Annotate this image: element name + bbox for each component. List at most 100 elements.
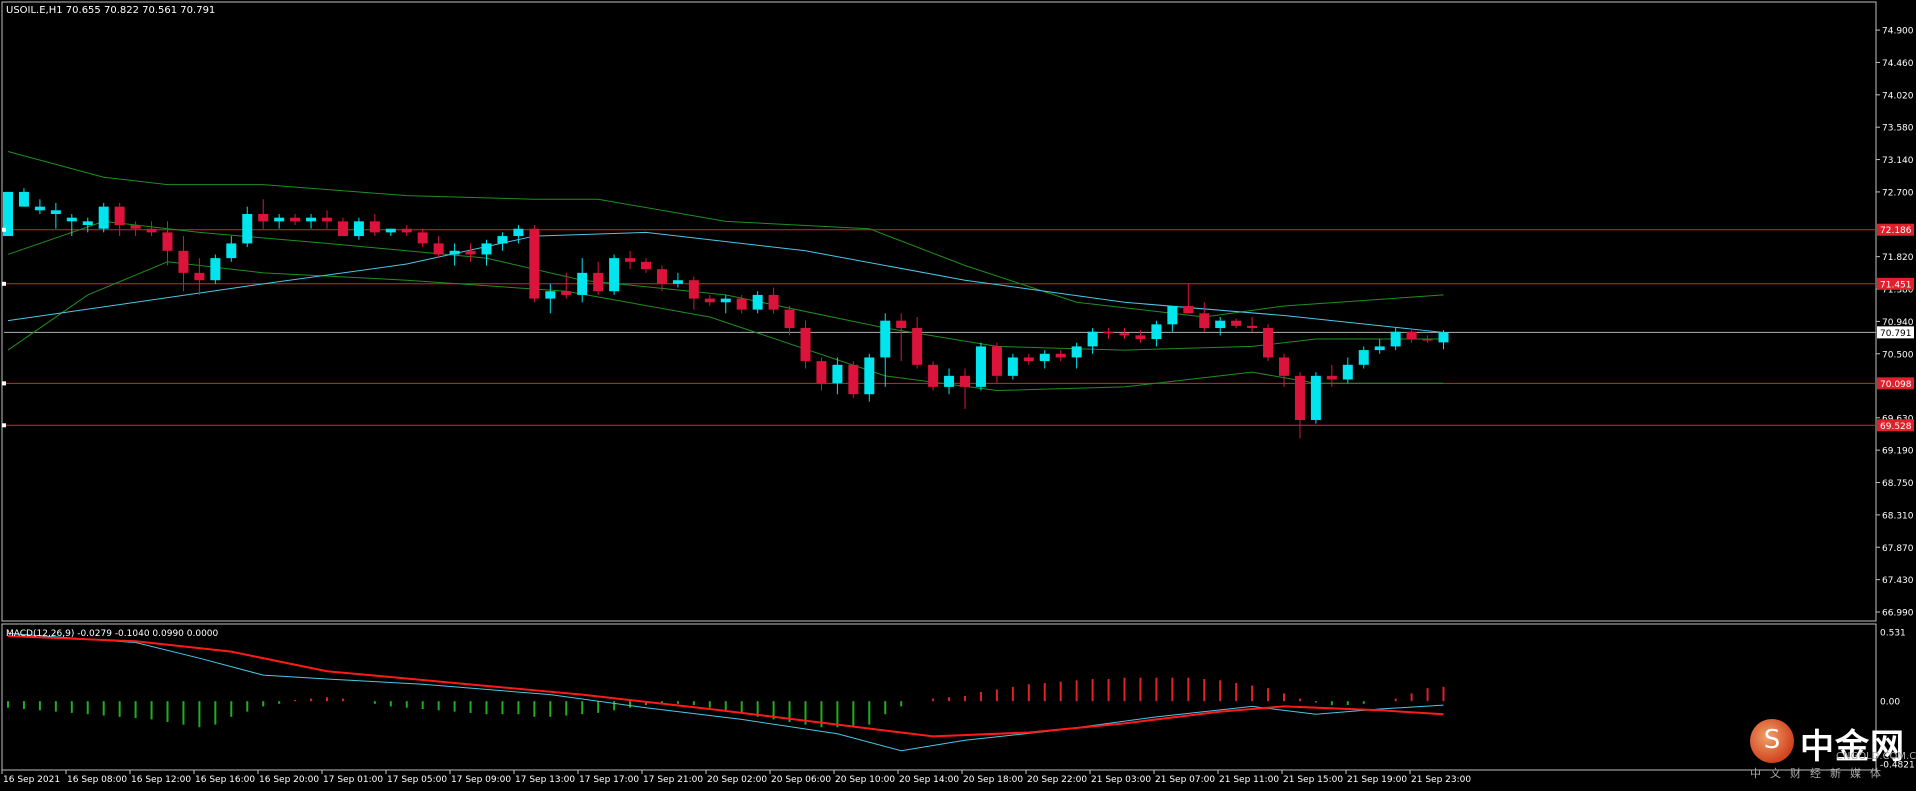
candle-body <box>98 206 109 229</box>
candle-body <box>880 320 891 358</box>
candle-body <box>529 228 540 299</box>
time-tick-label: 20 Sep 14:00 <box>899 775 959 785</box>
candle-body <box>18 191 29 207</box>
candle-body <box>274 217 285 222</box>
candle-body <box>1039 353 1050 362</box>
time-tick-label: 16 Sep 12:00 <box>131 775 191 785</box>
horizontal-levels <box>4 229 1876 426</box>
time-tick-label: 21 Sep 23:00 <box>1411 775 1471 785</box>
time-tick-label: 21 Sep 15:00 <box>1283 775 1343 785</box>
candle-body <box>1215 320 1226 329</box>
price-tick-label: 73.580 <box>1882 124 1914 134</box>
time-tick-label: 16 Sep 08:00 <box>67 775 127 785</box>
candle-body <box>82 221 93 226</box>
candle-body <box>1055 353 1066 358</box>
candle-body <box>1422 339 1433 341</box>
bollinger-upper-line <box>7 150 1444 318</box>
candle-body <box>975 346 986 387</box>
time-tick-label: 21 Sep 19:00 <box>1347 775 1407 785</box>
price-level-tag <box>1877 223 1914 236</box>
candle-body <box>720 298 731 303</box>
candle-body <box>991 346 1002 376</box>
candle-body <box>1342 364 1353 380</box>
candle-body <box>465 250 476 255</box>
level-marker-dot <box>2 281 6 286</box>
candle-body <box>226 243 237 259</box>
price-level-tag <box>1877 377 1914 390</box>
candle-body <box>561 291 572 295</box>
candle-body <box>401 228 412 233</box>
candle-body <box>178 250 189 273</box>
time-tick-label: 16 Sep 16:00 <box>195 775 255 785</box>
price-level-tag <box>1877 277 1914 290</box>
candle-body <box>545 291 556 299</box>
price-level-label: 71.451 <box>1880 280 1912 290</box>
candle-body <box>864 357 875 395</box>
candle-body <box>1023 357 1034 362</box>
candle-body <box>641 261 651 270</box>
price-tick-label: 71.820 <box>1882 253 1914 263</box>
candle-body <box>1151 324 1162 340</box>
candle-body <box>625 258 636 262</box>
price-tick-label: 74.460 <box>1882 59 1914 69</box>
time-tick-label: 20 Sep 10:00 <box>835 775 895 785</box>
candle-body <box>688 280 699 299</box>
time-tick-label: 16 Sep 2021 <box>3 775 60 785</box>
price-level-label: 69.528 <box>1880 422 1912 432</box>
candle-body <box>433 243 444 255</box>
candle-body <box>513 228 524 237</box>
candle-body <box>656 269 667 284</box>
time-tick-label: 21 Sep 11:00 <box>1219 775 1279 785</box>
candle-body <box>66 217 77 222</box>
candle-body <box>449 250 460 255</box>
time-tick-label: 21 Sep 03:00 <box>1091 775 1151 785</box>
candle-body <box>1358 350 1369 365</box>
time-tick-label: 16 Sep 20:00 <box>259 775 319 785</box>
time-tick-label: 21 Sep 07:00 <box>1155 775 1215 785</box>
candle-body <box>114 206 125 226</box>
candle-body <box>1263 328 1274 358</box>
candle-body <box>1087 331 1098 347</box>
candle-body <box>593 272 604 292</box>
candle-body <box>1390 331 1401 347</box>
candle-body <box>369 221 380 233</box>
price-tick-label: 70.500 <box>1882 350 1914 360</box>
price-axis: 74.900 74.460 74.020 73.580 73.140 72.700 71.8… <box>2 27 1914 619</box>
time-axis: 16 Sep 2021 16 Sep 08:00 16 Sep 12:00 16 Se… <box>1 770 1471 785</box>
macd-tick-label: 0.00 <box>1880 698 1900 708</box>
candle-body <box>322 217 332 222</box>
macd-panel: 0.531 0.00 -0.4821 <box>7 629 1915 771</box>
macd-panel-frame <box>1 623 1877 771</box>
candle-body <box>1438 332 1449 343</box>
candle-body <box>1406 331 1417 340</box>
price-level-tag <box>1877 326 1914 339</box>
candle-body <box>210 258 221 281</box>
time-tick-label: 17 Sep 05:00 <box>387 775 447 785</box>
price-level-label: 70.791 <box>1880 329 1912 339</box>
candle-body <box>385 228 396 233</box>
price-tick-label: 69.190 <box>1882 447 1914 457</box>
price-tick-label: 70.940 <box>1882 318 1914 328</box>
time-tick-label: 20 Sep 06:00 <box>771 775 831 785</box>
macd-signal-line <box>7 635 1444 738</box>
candle-body <box>609 258 620 292</box>
candle-body <box>481 243 492 255</box>
candle-body <box>162 232 173 251</box>
candle-body <box>290 217 301 222</box>
candle-body <box>1374 346 1385 351</box>
price-panel-frame <box>1 1 1877 622</box>
price-level-tag <box>1877 419 1914 432</box>
candle-body <box>258 213 269 222</box>
candle-body <box>1119 333 1130 336</box>
time-tick-label: 20 Sep 18:00 <box>963 775 1023 785</box>
bollinger-lower-line <box>7 261 1444 392</box>
logo-url: CNGOLD.COM.CN <box>1836 751 1916 762</box>
watermark-logo: S 中金网 CNGOLD.COM.CN 中文财经新媒体 <box>1750 717 1916 780</box>
macd-header: MACD(12,26,9) -0.0279 -0.1040 0.0990 0.0… <box>6 629 219 639</box>
candle-body <box>50 210 61 214</box>
price-tick-label: 67.430 <box>1882 576 1914 586</box>
candle-body <box>306 217 317 222</box>
time-tick-label: 17 Sep 13:00 <box>515 775 575 785</box>
candle-body <box>34 206 45 211</box>
